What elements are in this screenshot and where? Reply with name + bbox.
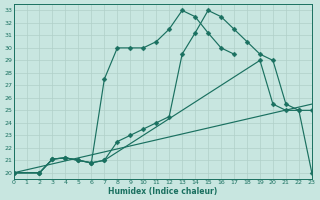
X-axis label: Humidex (Indice chaleur): Humidex (Indice chaleur): [108, 187, 217, 196]
